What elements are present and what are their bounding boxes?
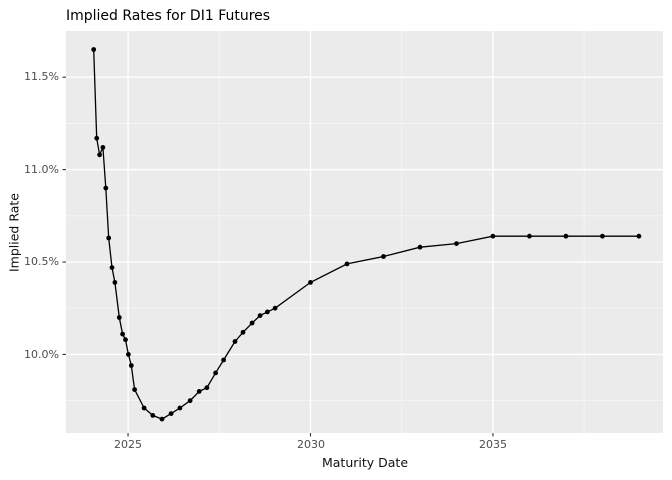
data-point: [109, 265, 115, 270]
data-point: [103, 185, 109, 191]
y-axis-title: Implied Rate: [6, 193, 22, 273]
data-point: [100, 145, 106, 150]
y-tick-label: 10.0%: [24, 348, 59, 361]
data-point: [563, 233, 569, 239]
data-point: [454, 241, 459, 247]
data-point: [120, 331, 125, 337]
data-point: [159, 416, 165, 422]
data-point: [112, 280, 118, 285]
y-tick-label: 10.5%: [24, 255, 59, 268]
y-tick-label: 11.0%: [24, 163, 59, 176]
data-point: [91, 47, 97, 52]
data-point: [240, 329, 246, 335]
data-point: [527, 233, 532, 239]
x-tick-label: 2030: [297, 438, 325, 451]
x-tick-label: 2035: [479, 438, 507, 451]
data-point: [123, 337, 128, 343]
data-point: [150, 413, 156, 418]
data-point: [381, 254, 386, 259]
data-point: [141, 405, 147, 411]
data-point: [128, 363, 134, 368]
data-point: [106, 235, 112, 241]
panel-background: [66, 31, 663, 433]
data-point: [125, 352, 131, 357]
data-point: [636, 233, 642, 239]
data-point: [308, 280, 313, 285]
data-point: [417, 244, 423, 250]
data-point: [94, 135, 100, 141]
data-point: [177, 405, 183, 411]
data-point: [132, 387, 138, 392]
data-point: [204, 385, 210, 391]
series-line: [93, 49, 639, 420]
data-point: [196, 389, 202, 394]
data-point: [213, 370, 219, 376]
data-point: [232, 339, 238, 344]
data-point: [344, 261, 350, 267]
y-tick-label: 11.5%: [24, 70, 59, 83]
data-point: [265, 309, 270, 315]
data-point: [97, 152, 102, 158]
data-point: [221, 357, 227, 363]
data-point: [168, 411, 174, 416]
data-point: [116, 315, 122, 320]
data-point: [272, 305, 278, 311]
data-point: [600, 233, 605, 239]
chart-title: Implied Rates for DI1 Futures: [66, 8, 271, 24]
data-point: [257, 313, 263, 318]
data-point: [249, 320, 255, 326]
data-point: [490, 233, 496, 239]
data-point: [187, 398, 193, 404]
x-axis-title: Maturity Date: [321, 455, 409, 470]
x-tick-label: 2025: [114, 438, 142, 451]
